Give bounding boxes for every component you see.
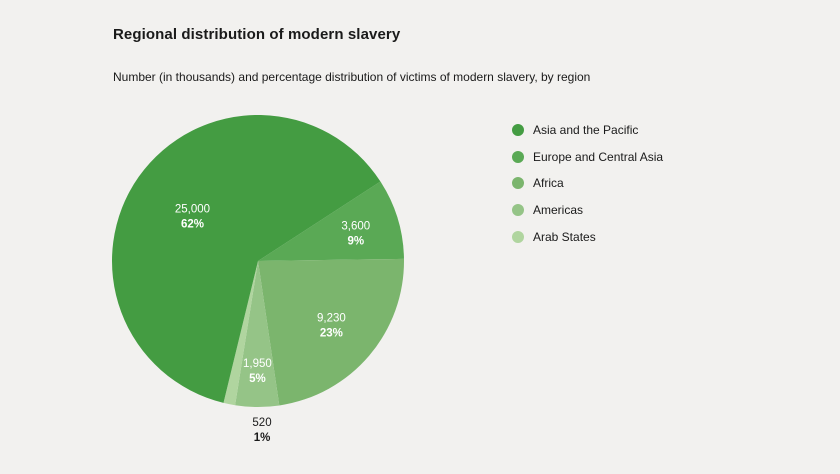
slice-value-label: 3,600 [341, 220, 370, 232]
pie-slice [235, 261, 280, 407]
slice-percent-label: 1% [254, 432, 271, 444]
slice-value-label: 9,230 [317, 312, 346, 324]
slice-percent-label: 23% [320, 327, 343, 339]
slice-value-label: 520 [252, 417, 271, 429]
slice-percent-label: 5% [249, 373, 266, 385]
pie-slice [111, 114, 381, 403]
legend-swatch-icon [512, 124, 524, 137]
pie-slice [258, 181, 404, 261]
slice-value-label: 1,950 [243, 358, 272, 370]
legend-item: Europe and Central Asia [512, 144, 663, 171]
chart-subtitle: Number (in thousands) and percentage dis… [113, 70, 591, 84]
legend-label: Asia and the Pacific [533, 123, 639, 138]
chart-title: Regional distribution of modern slavery [113, 26, 401, 43]
slice-value-label: 25,000 [175, 204, 210, 216]
legend-swatch-icon [512, 204, 524, 217]
legend: Asia and the Pacific Europe and Central … [512, 117, 663, 250]
legend-item: Asia and the Pacific [512, 117, 663, 144]
slice-percent-label: 9% [347, 235, 364, 247]
legend-swatch-icon [512, 150, 524, 163]
slice-percent-label: 62% [181, 219, 204, 231]
legend-label: Africa [533, 176, 564, 191]
legend-item: Americas [512, 197, 663, 224]
pie-slice [223, 261, 258, 406]
legend-swatch-icon [512, 177, 524, 190]
legend-label: Americas [533, 203, 584, 218]
legend-swatch-icon [512, 230, 524, 243]
pie-slice [258, 258, 404, 406]
legend-label: Europe and Central Asia [533, 149, 664, 164]
legend-label: Arab States [533, 229, 596, 244]
legend-item: Africa [512, 170, 663, 197]
legend-item: Arab States [512, 223, 663, 250]
